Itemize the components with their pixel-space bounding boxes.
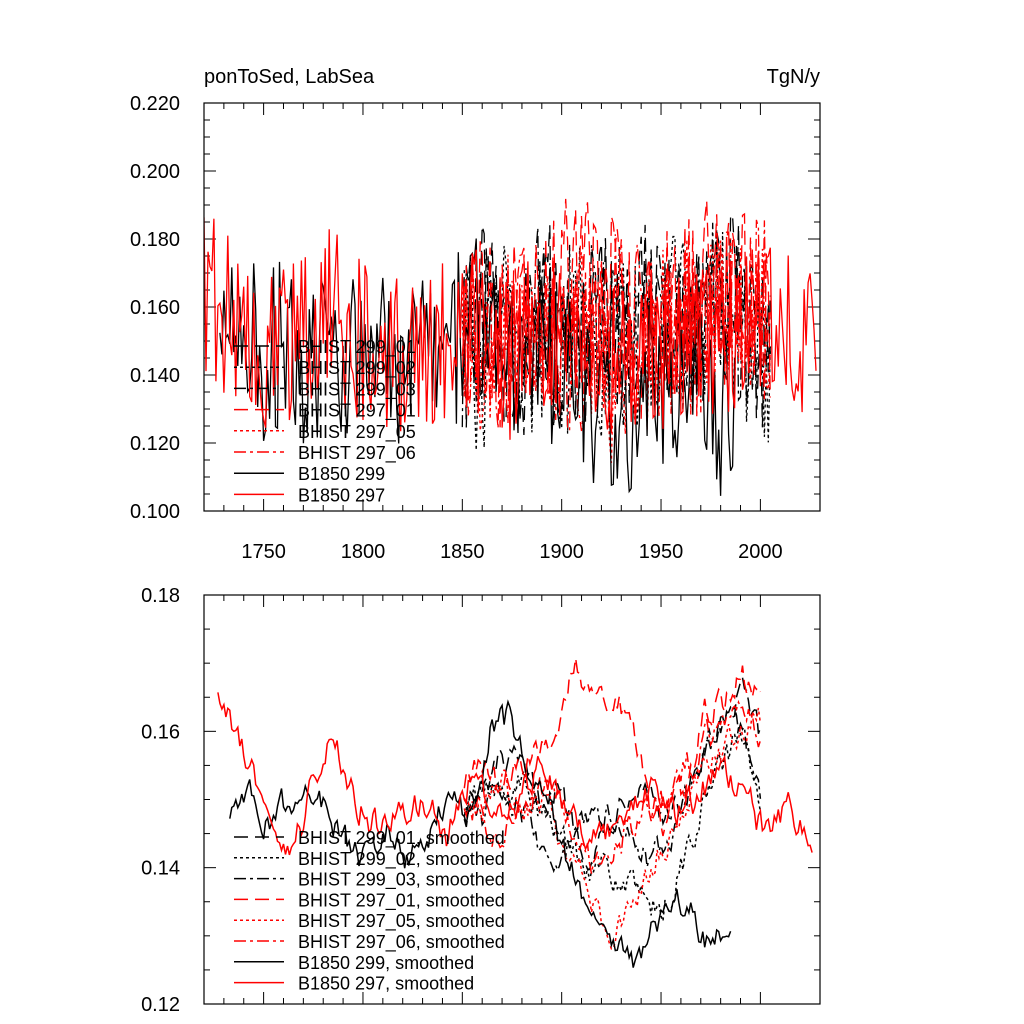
- series-line: [204, 217, 817, 440]
- bottom-plot-frame: [203, 594, 821, 1005]
- y-tick-label: 0.200: [130, 161, 180, 183]
- x-tick-label: 2000: [738, 541, 783, 563]
- x-tick-label: 1950: [639, 541, 684, 563]
- series-line: [463, 705, 762, 874]
- x-tick-label: 1900: [539, 541, 584, 563]
- legend-label: BHIST 297_01, smoothed: [298, 890, 505, 911]
- top-series-lines: [204, 198, 817, 496]
- chart-title: ponToSed, LabSea: [204, 66, 375, 88]
- x-tick-label: 1850: [440, 541, 485, 563]
- top-ticks: 0.100 0.120 0.140 0.160 0.180 0.200 0.220 1750 1…: [130, 93, 820, 563]
- y-tick-label: 0.140: [130, 365, 180, 387]
- legend-label: BHIST 299_01: [298, 337, 416, 358]
- y-tick-label: 0.14: [141, 858, 180, 880]
- legend-label: BHIST 299_03, smoothed: [298, 870, 505, 891]
- legend-label: BHIST 299_01, smoothed: [298, 828, 505, 849]
- y-tick-label: 0.16: [141, 721, 180, 743]
- series-line: [463, 726, 762, 922]
- y-tick-label: 0.220: [130, 93, 180, 115]
- legend-label: BHIST 299_02: [298, 358, 416, 379]
- series-line: [463, 657, 762, 837]
- legend-label: BHIST 297_06: [298, 443, 416, 464]
- legend-label: BHIST 299_03: [298, 379, 416, 400]
- y-tick-label: 0.12: [141, 994, 180, 1016]
- series-line: [463, 707, 762, 950]
- legend-label: BHIST 297_05, smoothed: [298, 911, 505, 932]
- bottom-ticks: 0.12 0.14 0.16 0.18: [141, 585, 820, 1016]
- legend-label: BHIST 297_01: [298, 401, 416, 422]
- y-tick-label: 0.18: [141, 585, 180, 607]
- x-tick-label: 1750: [241, 541, 286, 563]
- top-panel: ponToSed, LabSea TgN/y 0.1000.1200.1400.…: [130, 66, 821, 563]
- top-plot-frame: [203, 102, 821, 512]
- y-tick-label: 0.160: [130, 297, 180, 319]
- series-line: [229, 699, 732, 968]
- series-line: [463, 674, 762, 871]
- legend-label: B1850 297: [298, 485, 385, 505]
- legend-label: BHIST 297_06, smoothed: [298, 932, 505, 953]
- legend-label: BHIST 299_02, smoothed: [298, 849, 505, 870]
- legend-label: B1850 299, smoothed: [298, 953, 474, 973]
- bottom-series-lines: [217, 657, 813, 968]
- legend-label: B1850 297, smoothed: [298, 974, 474, 994]
- legend-label: B1850 299: [298, 464, 385, 484]
- series-line: [463, 699, 762, 874]
- units-label: TgN/y: [767, 66, 820, 88]
- legend-label: BHIST 297_05: [298, 422, 416, 443]
- bottom-panel: 0.120.140.160.18 BHIST 299_01, smoothedB…: [141, 585, 821, 1016]
- series-line: [217, 692, 813, 856]
- y-tick-label: 0.100: [130, 501, 180, 523]
- x-tick-label: 1800: [341, 541, 386, 563]
- y-tick-label: 0.120: [130, 433, 180, 455]
- y-tick-label: 0.180: [130, 229, 180, 251]
